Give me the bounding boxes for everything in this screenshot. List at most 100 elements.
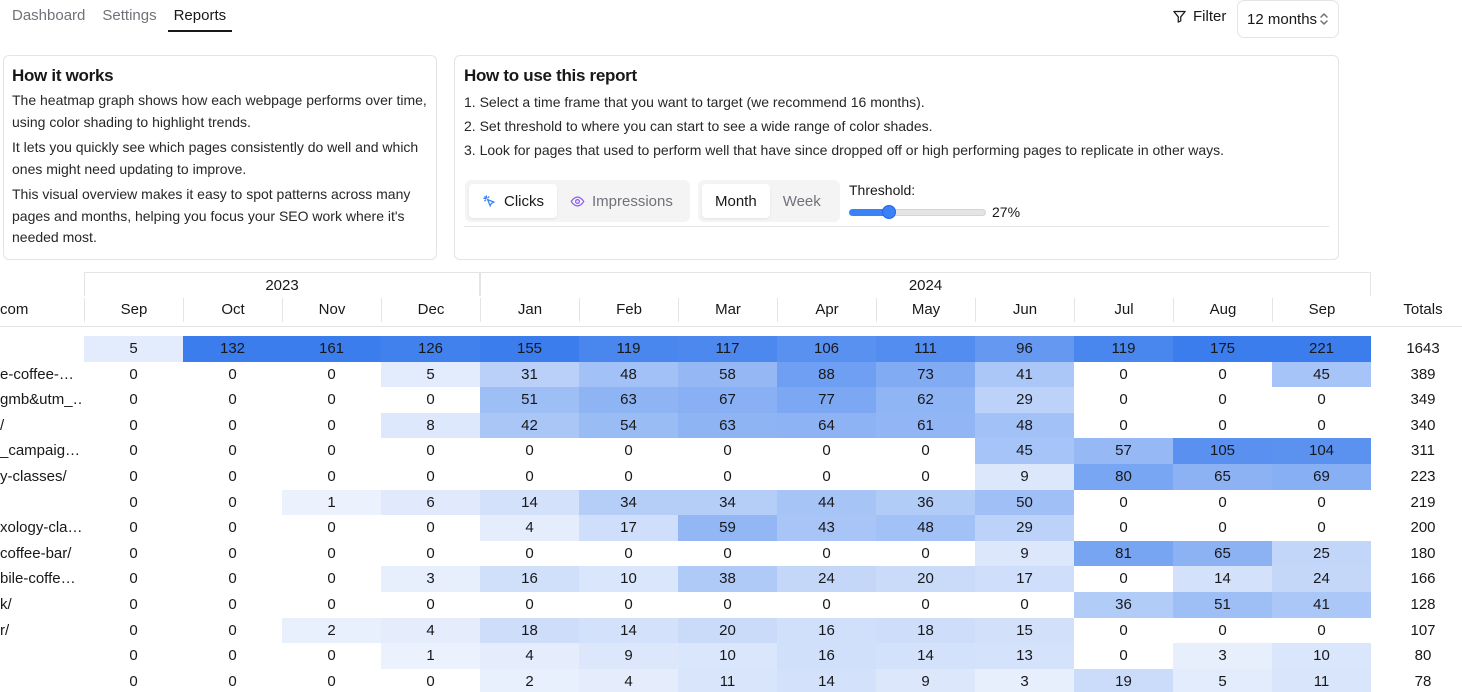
heatmap-cell: 0 [84, 592, 183, 618]
page-url-cell[interactable] [0, 336, 84, 362]
heatmap-cell: 73 [876, 361, 975, 388]
page-url-cell[interactable]: y-classes/ [0, 468, 67, 485]
page-url-cell[interactable] [0, 669, 84, 692]
row-total-cell: 219 [1410, 493, 1436, 511]
heatmap-cell: 9 [579, 643, 678, 669]
heatmap-cell: 67 [678, 387, 777, 413]
heatmap-cell: 54 [579, 412, 678, 439]
heatmap-cell: 119 [1074, 336, 1173, 362]
heatmap-cell: 0 [282, 566, 381, 592]
metric-toggle: Clicks Impressions [465, 180, 690, 222]
heatmap-cell: 105 [1173, 438, 1272, 464]
clicks-option[interactable]: Clicks [469, 184, 557, 218]
heatmap-cell: 2 [480, 668, 579, 692]
table-row[interactable]: 0 0 0 1 4 9 10 16 14 13 0 3 10 80 [0, 643, 1462, 669]
heatmap-cell: 0 [876, 540, 975, 567]
heatmap-cell: 25 [1272, 540, 1371, 567]
page-url-cell[interactable]: gmb&utm_… [0, 391, 84, 409]
month-header: Sep [84, 298, 183, 322]
table-row[interactable]: _campaig… 0 0 0 0 0 0 0 0 0 45 57 105 104 311 [0, 438, 1462, 464]
week-option[interactable]: Week [782, 192, 821, 210]
tab-reports[interactable]: Reports [167, 0, 233, 32]
table-row[interactable]: gmb&utm_… 0 0 0 0 51 63 67 77 62 29 0 0 0 349 [0, 387, 1462, 413]
table-row[interactable]: /0 0 0 8 42 54 63 64 61 48 0 0 0 340 [0, 412, 1462, 439]
heatmap-cell: 0 [777, 540, 876, 567]
page-url-cell[interactable] [0, 490, 84, 516]
heatmap-cell: 14 [1173, 566, 1272, 592]
row-total-cell: 311 [1411, 442, 1435, 460]
heatmap-cell: 0 [1173, 361, 1272, 388]
how-it-works-title: How it works [12, 66, 114, 85]
heatmap-cell: 17 [579, 515, 678, 541]
heatmap-cell: 16 [777, 643, 876, 669]
heatmap-cell: 0 [1074, 643, 1173, 669]
heatmap-cell: 69 [1272, 464, 1371, 490]
row-total-cell: 200 [1410, 519, 1436, 537]
heatmap-cell: 0 [282, 540, 381, 567]
heatmap-cell: 0 [1074, 617, 1173, 644]
year-header-2024: 2024 [480, 272, 1371, 296]
impressions-option[interactable]: Impressions [557, 184, 686, 218]
table-row[interactable]: r/0 0 2 4 18 14 20 16 18 15 0 0 0 107 [0, 617, 1462, 644]
heatmap-cell: 0 [84, 540, 183, 567]
heatmap-cell: 43 [777, 515, 876, 541]
page-url-cell[interactable]: _campaig… [0, 442, 81, 460]
heatmap-cell: 0 [1074, 361, 1173, 388]
page-url-cell[interactable]: bile-coffe… [0, 570, 76, 588]
row-total-cell: 223 [1410, 468, 1436, 485]
heatmap-cell: 45 [975, 438, 1074, 464]
heatmap-cell: 3 [1173, 643, 1272, 669]
table-row[interactable]: 0 0 0 0 2 4 11 14 9 3 19 5 11 78 [0, 668, 1462, 692]
row-total-cell: 107 [1410, 621, 1436, 639]
page-url-cell[interactable] [0, 643, 84, 669]
heatmap-cell: 0 [1272, 489, 1371, 516]
slider-thumb[interactable] [882, 205, 897, 219]
tab-dashboard[interactable]: Dashboard [12, 7, 86, 24]
heatmap-cell: 4 [579, 668, 678, 692]
threshold-slider[interactable] [849, 205, 986, 219]
heatmap-cell: 0 [678, 592, 777, 618]
table-row[interactable]: y-classes/0 0 0 0 0 0 0 0 0 9 80 65 69 223 [0, 464, 1462, 490]
heatmap-cell: 0 [183, 668, 282, 692]
month-header: Dec [381, 298, 480, 322]
table-row[interactable]: bile-coffe… 0 0 0 3 16 10 38 24 20 17 0 14 24 166 [0, 566, 1462, 592]
period-toggle: Month Week [698, 180, 840, 222]
table-row[interactable]: 5 132 161 126 155 119 117 106 111 96 119 175 221 1643 [0, 336, 1462, 362]
how-it-works-paragraph-2: It lets you quickly see which pages cons… [12, 139, 419, 177]
page-url-cell[interactable]: coffee-bar/ [0, 544, 72, 562]
threshold-label: Threshold: [849, 182, 916, 198]
table-row[interactable]: e-coffee-… 0 0 0 5 31 48 58 88 73 41 0 0 45 389 [0, 361, 1462, 388]
month-option[interactable]: Month [702, 184, 770, 218]
heatmap-cell: 41 [975, 361, 1074, 388]
heatmap-cell: 0 [282, 464, 381, 490]
heatmap-cell: 63 [579, 387, 678, 413]
table-row[interactable]: xology-cla… 0 0 0 0 4 17 59 43 48 29 0 0 0 200 [0, 515, 1462, 541]
row-total-cell: 1643 [1406, 340, 1440, 357]
time-range-select[interactable]: 12 months [1237, 0, 1339, 38]
heatmap-cell: 0 [480, 464, 579, 490]
table-row[interactable]: 0 0 1 6 14 34 34 44 36 50 0 0 0 219 [0, 489, 1462, 516]
month-header: Aug [1173, 298, 1272, 322]
table-row[interactable]: coffee-bar/0 0 0 0 0 0 0 0 0 9 81 65 25 180 [0, 540, 1462, 567]
heatmap-cell: 14 [777, 668, 876, 692]
how-to-use-card: How to use this report 1. Select a time … [454, 55, 1339, 260]
page-url-cell[interactable]: k/ [0, 596, 12, 613]
page-url-cell[interactable]: r/ [0, 621, 10, 639]
filter-button[interactable]: Filter [1172, 8, 1226, 25]
heatmap-cell: 20 [876, 566, 975, 592]
heatmap-cell: 0 [183, 540, 282, 567]
heatmap-cell: 0 [282, 592, 381, 618]
chevron-up-down-icon [1320, 13, 1328, 25]
heatmap-cell: 20 [678, 617, 777, 644]
page-url-cell[interactable]: e-coffee-… [0, 365, 74, 383]
page-url-cell[interactable]: / [0, 416, 5, 434]
heatmap-cell: 5 [84, 336, 183, 362]
heatmap-cell: 0 [381, 668, 480, 692]
heatmap-cell: 0 [84, 387, 183, 413]
heatmap-cell: 14 [876, 643, 975, 669]
table-row[interactable]: k/0 0 0 0 0 0 0 0 0 0 36 51 41 128 [0, 592, 1462, 618]
row-total-cell: 389 [1410, 365, 1436, 383]
page-url-cell[interactable]: xology-cla… [0, 519, 83, 537]
month-header: Jul [1074, 298, 1173, 322]
tab-settings[interactable]: Settings [102, 7, 157, 24]
